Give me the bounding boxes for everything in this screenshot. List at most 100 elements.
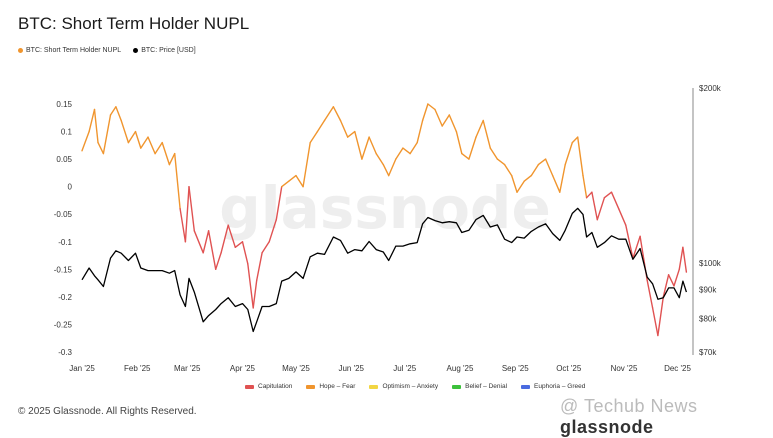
legend-item-hope-fear[interactable]: Hope – Fear <box>306 383 355 390</box>
nupl-segment <box>207 230 217 270</box>
nupl-segment <box>332 106 342 122</box>
nupl-segment <box>564 141 573 166</box>
swatch-capitulation <box>245 384 254 389</box>
nupl-segment <box>416 119 424 144</box>
nupl-segment <box>409 141 418 155</box>
x-tick-4: May '25 <box>282 364 310 373</box>
nupl-segment <box>234 241 244 249</box>
swatch-hope-fear <box>306 384 316 389</box>
legend-label-price: BTC: Price [USD] <box>141 47 196 54</box>
nupl-segment <box>309 130 319 144</box>
nupl-segment <box>361 136 370 160</box>
y-tick-left-2: 0.05 <box>56 155 72 164</box>
legend-item-optimism-anxiety[interactable]: Optimism – Anxiety <box>369 383 438 390</box>
legend-label-hope-fear: Hope – Fear <box>319 383 356 390</box>
swatch-euphoria-greed <box>521 384 531 389</box>
legend-item-nupl[interactable]: BTC: Short Term Holder NUPL <box>18 47 121 54</box>
price-line <box>81 207 688 333</box>
nupl-segment <box>421 103 429 122</box>
nupl-segment <box>537 158 547 166</box>
y-tick-right-4: $70k <box>699 348 717 357</box>
y-tick-left-4: -0.05 <box>54 210 73 219</box>
nupl-segment <box>179 207 187 243</box>
nupl-segment <box>102 114 112 155</box>
nupl-segment <box>468 136 477 160</box>
nupl-segment <box>193 230 204 254</box>
nupl-segment <box>552 174 561 193</box>
nupl-segment <box>115 106 122 122</box>
y-tick-right-3: $80k <box>699 315 717 324</box>
nupl-segment <box>241 241 249 265</box>
nupl-segment <box>618 207 627 226</box>
nupl-segment <box>275 185 283 221</box>
nupl-segment <box>161 141 171 166</box>
nupl-segment <box>247 263 254 309</box>
nupl-segment <box>632 235 641 259</box>
nupl-segment <box>214 252 222 270</box>
nupl-segment <box>434 108 443 127</box>
legend-item-belief-denial[interactable]: Belief – Denial <box>452 383 507 390</box>
nupl-segment <box>109 106 117 116</box>
nupl-segment <box>120 119 130 144</box>
nupl-segment <box>402 147 411 155</box>
y-axis-right: $200k $100k $90k $80k $70k <box>699 84 722 357</box>
nupl-segment <box>461 152 470 160</box>
nupl-segment <box>610 191 620 210</box>
swatch-belief-denial <box>452 384 462 389</box>
nupl-segment <box>673 268 680 287</box>
nupl-segment <box>523 174 532 182</box>
price-series <box>81 207 688 333</box>
nupl-segment <box>662 274 670 298</box>
nupl-segment <box>88 108 96 133</box>
footer-prefix: @ Techub News <box>560 396 698 416</box>
nupl-segment <box>571 136 579 144</box>
legend-item-euphoria-greed[interactable]: Euphoria – Greed <box>521 383 585 390</box>
nupl-segment <box>316 119 326 133</box>
x-tick-11: Dec '25 <box>664 364 691 373</box>
x-tick-1: Feb '25 <box>124 364 151 373</box>
nupl-segment <box>93 108 99 144</box>
nupl-segment <box>97 141 105 155</box>
nupl-segment <box>489 147 499 160</box>
nupl-segment <box>455 130 463 155</box>
legend-item-capitulation[interactable]: Capitulation <box>245 383 292 390</box>
y-tick-left-3: 0 <box>68 183 73 192</box>
legend-item-price[interactable]: BTC: Price [USD] <box>133 47 196 54</box>
nupl-segment <box>582 174 588 199</box>
nupl-segment <box>302 141 311 188</box>
y-tick-right-2: $90k <box>699 285 717 294</box>
nupl-segment <box>127 130 137 144</box>
nupl-segment <box>184 185 190 243</box>
y-tick-right-1: $100k <box>699 259 722 268</box>
bottom-legend: Capitulation Hope – Fear Optimism – Anxi… <box>245 383 585 390</box>
legend-label-euphoria-greed: Euphoria – Greed <box>534 383 586 390</box>
legend-label-capitulation: Capitulation <box>258 383 293 390</box>
nupl-segment <box>516 180 525 193</box>
chart-title: BTC: Short Term Holder NUPL <box>18 14 250 33</box>
legend-dot-nupl <box>18 48 23 53</box>
nupl-segment <box>603 191 613 199</box>
y-tick-left-8: -0.25 <box>54 320 73 329</box>
footer-suffix: glassnode <box>560 417 654 437</box>
nupl-segment <box>339 119 349 138</box>
nupl-segment <box>559 163 566 193</box>
nupl-segment <box>347 130 356 138</box>
nupl-segment <box>577 136 584 177</box>
legend-dot-price <box>133 48 139 53</box>
nupl-segment <box>475 119 484 138</box>
nupl-segment <box>448 114 458 133</box>
nupl-segment <box>140 136 149 149</box>
footer-watermark: @ Techub News glassnode <box>560 396 773 438</box>
y-tick-left-5: -0.1 <box>58 238 72 247</box>
nupl-segment <box>646 279 654 309</box>
nupl-segment <box>147 136 156 155</box>
nupl-segment <box>511 174 518 193</box>
nupl-segment <box>678 246 684 270</box>
nupl-segment <box>651 307 659 337</box>
nupl-segment <box>382 163 390 177</box>
nupl-segment <box>496 158 506 166</box>
x-tick-5: Jun '25 <box>338 364 364 373</box>
nupl-segment <box>202 230 210 254</box>
copyright-text: © 2025 Glassnode. All Rights Reserved. <box>18 406 197 417</box>
